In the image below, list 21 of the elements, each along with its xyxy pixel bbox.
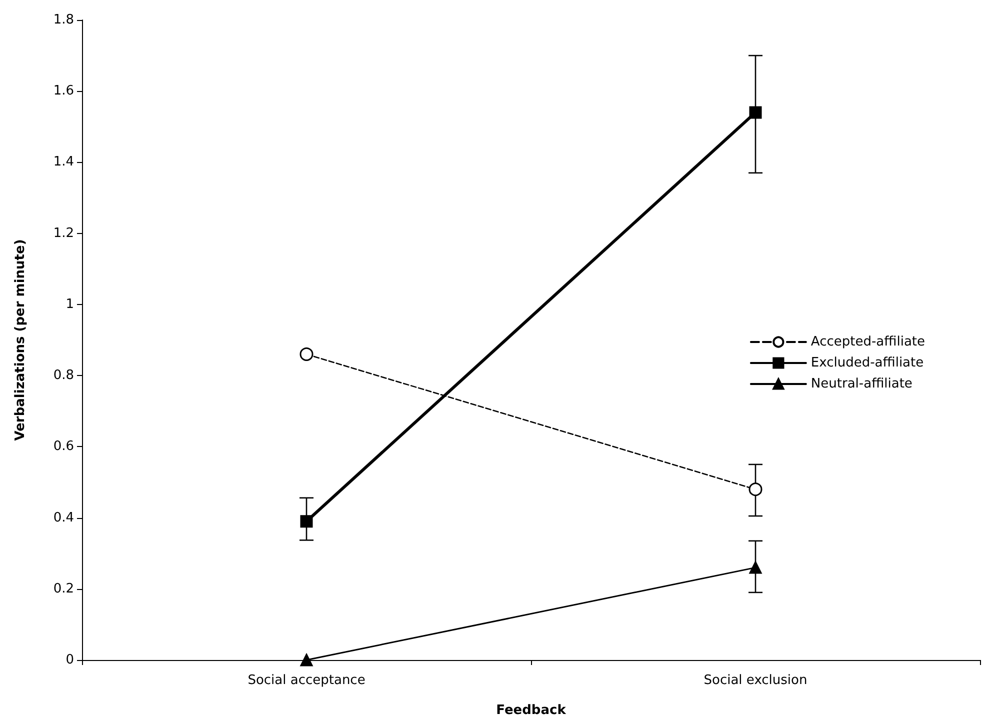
y-tick-label: 0.4 (53, 510, 74, 526)
y-tick-label: 0.6 (53, 439, 74, 454)
y-tick-label: 1.8 (53, 12, 74, 28)
y-tick-label: 1.4 (53, 154, 74, 170)
y-tick-label: 1.6 (53, 84, 74, 99)
point (748, 482, 762, 496)
legend-label: Excluded-affiliate (810, 356, 924, 370)
legend-label: Accepted-affiliate (810, 334, 926, 350)
y-tick-label: 0.8 (53, 368, 74, 384)
y-tick-label: 0 (66, 652, 74, 668)
y-tick-label: 1 (66, 296, 74, 312)
legend-label: Neutral-affiliate (810, 376, 912, 392)
x-tick-label: Social exclusion (704, 673, 808, 688)
x-axis-title: Feedback (496, 703, 566, 718)
point (300, 515, 313, 528)
point (749, 106, 762, 119)
y-tick-label: 1.2 (53, 226, 74, 241)
y-axis-title: Verbalizations (per minute) (13, 239, 28, 441)
y-tick-label: 0.2 (53, 581, 74, 596)
x-tick-label: Social acceptance (248, 673, 366, 688)
point (300, 347, 314, 361)
